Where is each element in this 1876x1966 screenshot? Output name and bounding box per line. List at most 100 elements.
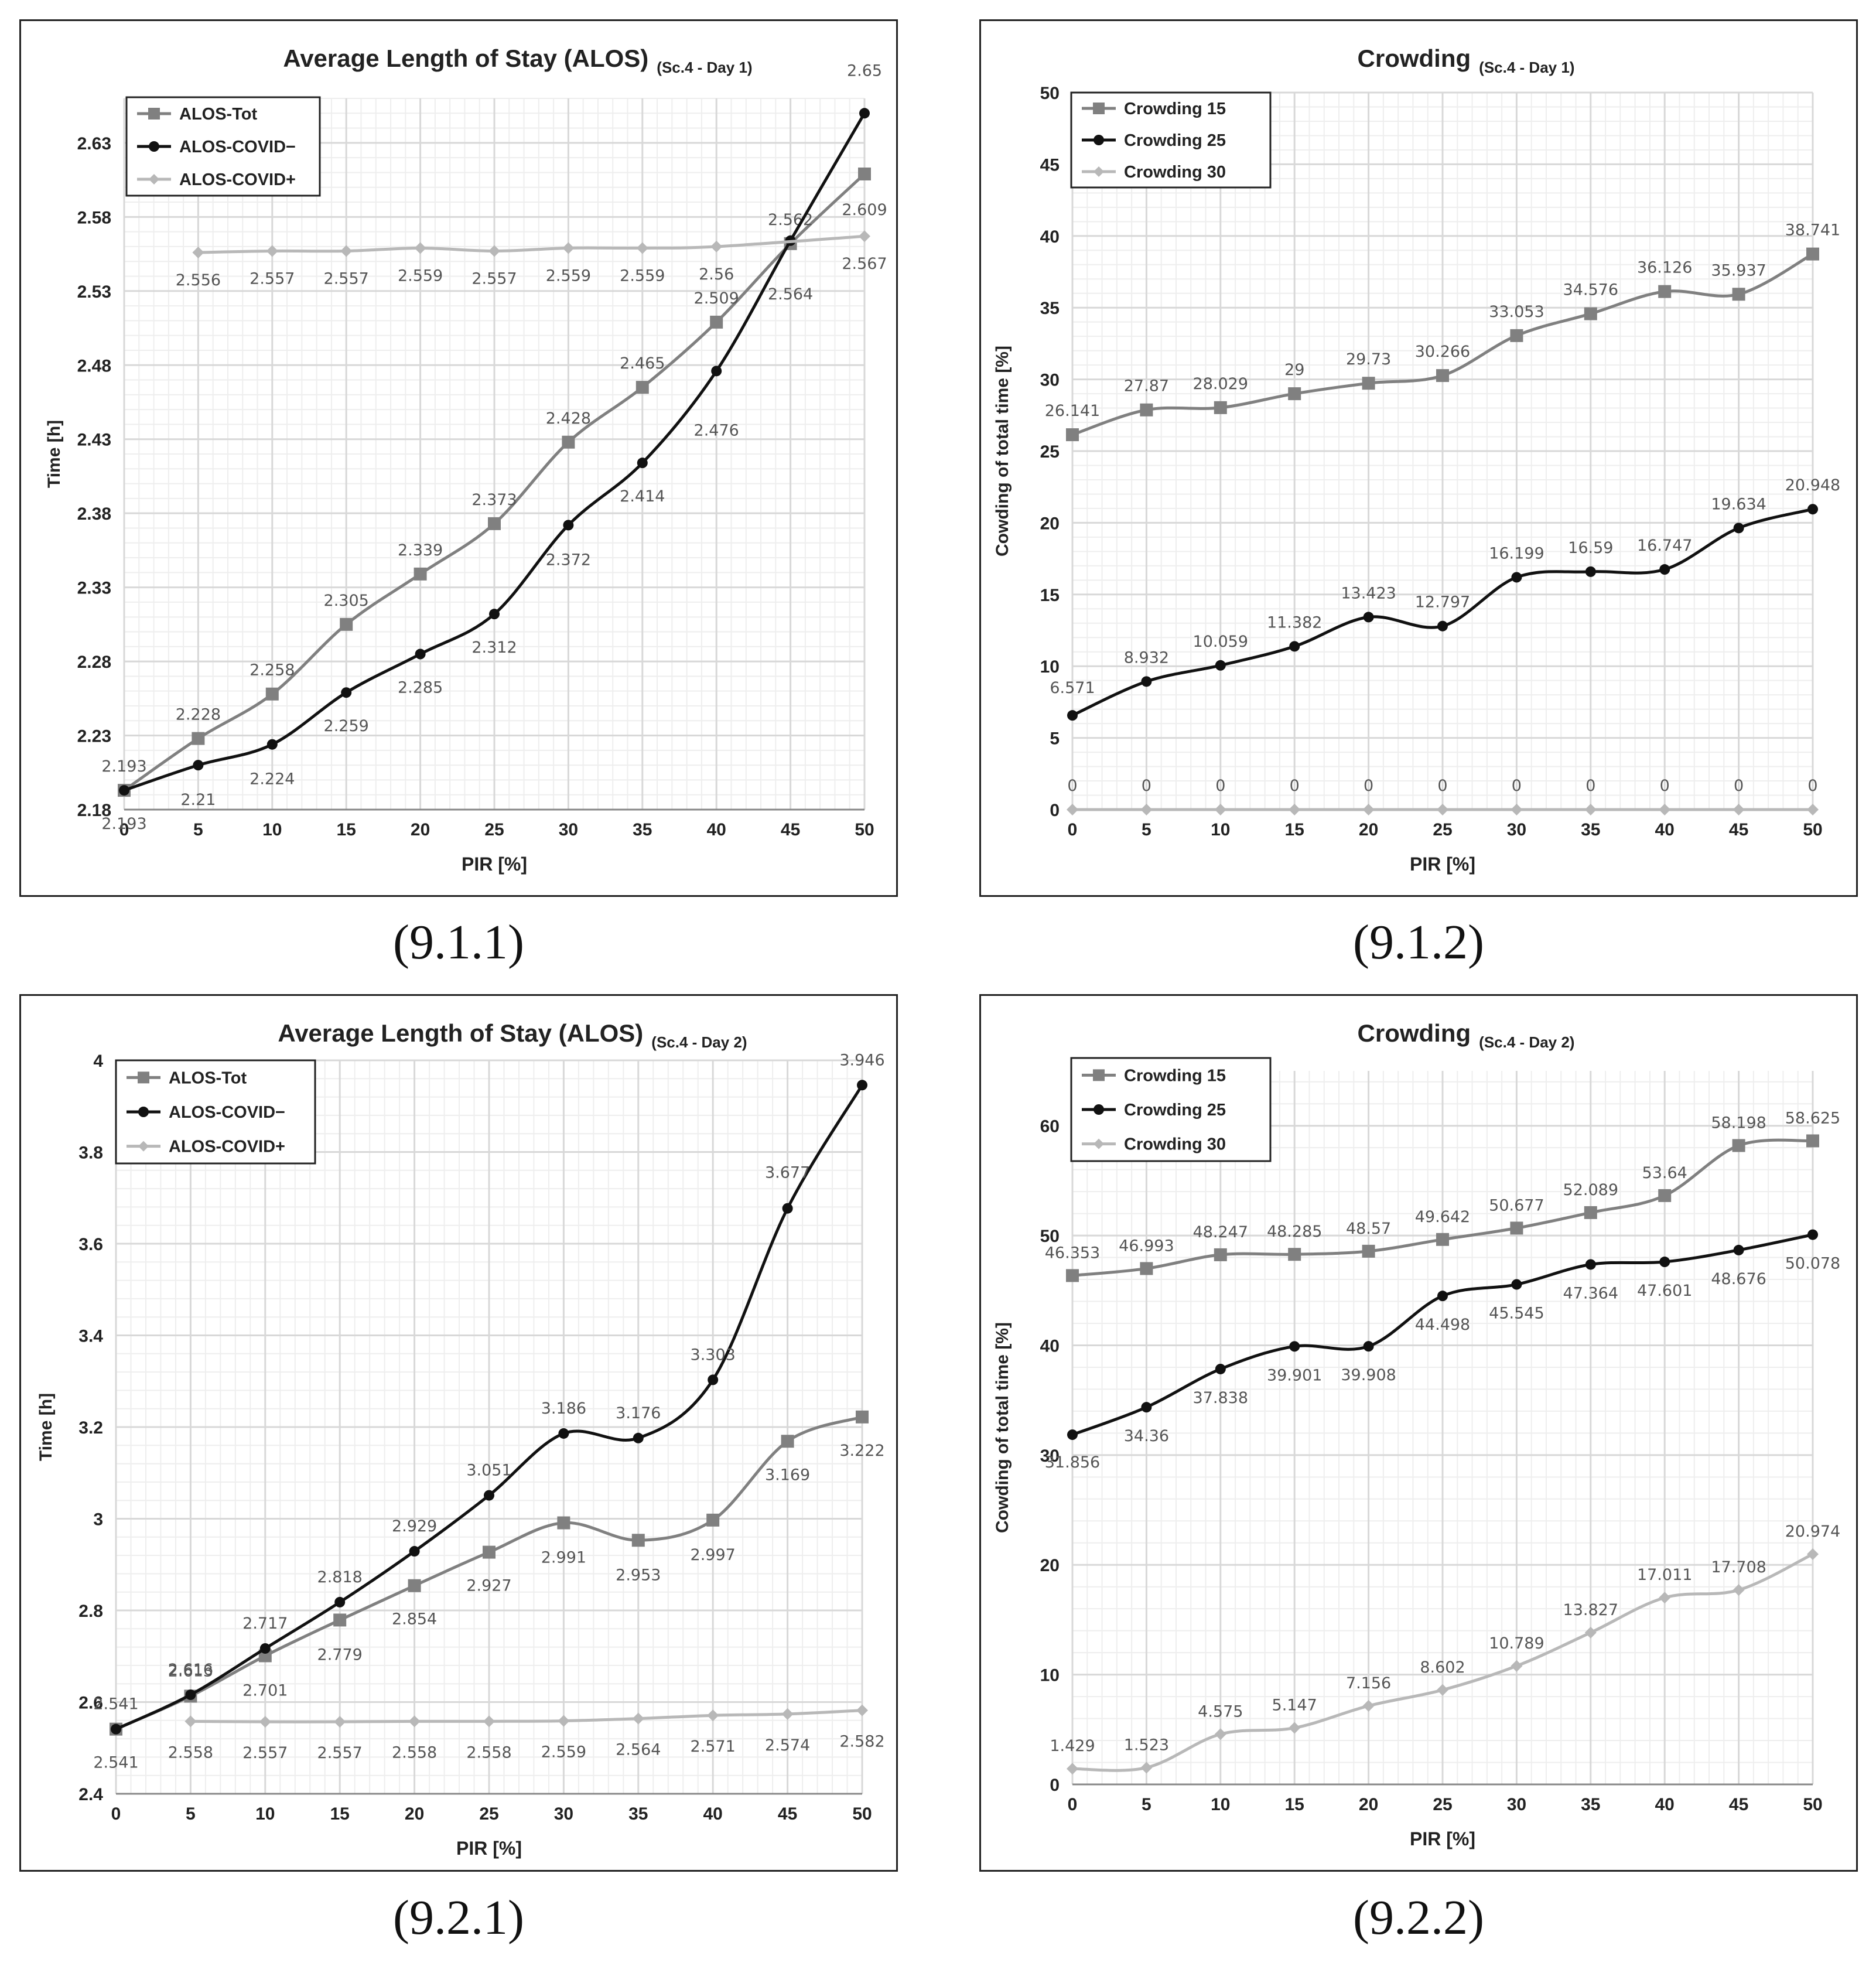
y-tick-label: 2.18 — [77, 801, 111, 820]
chart-title-main: Average Length of Stay (ALOS) — [278, 1019, 643, 1047]
data-point — [265, 687, 279, 701]
legend-item: Crowding 15 — [1082, 1066, 1226, 1085]
chart-title-main: Crowding — [1358, 45, 1471, 72]
data-label: 46.353 — [1045, 1244, 1100, 1262]
data-point — [1363, 1341, 1374, 1352]
data-label: 3.677 — [765, 1164, 810, 1182]
major-gridlines — [1071, 1071, 1814, 1786]
data-label: 36.126 — [1637, 259, 1692, 277]
y-tick-label: 3 — [93, 1510, 103, 1530]
data-label: 52.089 — [1563, 1181, 1618, 1199]
data-label: 2.558 — [168, 1743, 213, 1762]
legend-label: Crowding 15 — [1124, 1066, 1226, 1085]
legend-label: ALOS-COVID− — [179, 138, 296, 156]
data-point — [710, 315, 723, 329]
data-label: 2.779 — [317, 1646, 363, 1664]
data-label: 2.929 — [392, 1517, 437, 1535]
data-label: 31.856 — [1045, 1453, 1100, 1472]
data-point — [341, 687, 352, 698]
data-point — [1214, 1728, 1226, 1740]
y-tick-label: 20 — [1040, 1556, 1060, 1575]
data-point — [1214, 401, 1227, 414]
x-tick-label: 10 — [262, 820, 282, 839]
data-label: 2.574 — [765, 1736, 810, 1755]
x-tick-label: 45 — [778, 1804, 797, 1824]
legend-marker — [138, 1141, 149, 1152]
data-label: 2.509 — [694, 289, 739, 308]
x-tick-label: 20 — [405, 1804, 424, 1824]
chart-title: Average Length of Stay (ALOS) (Sc.4 - Day… — [283, 45, 752, 76]
data-label: 16.199 — [1489, 544, 1544, 562]
data-point — [259, 1643, 271, 1654]
figure-caption-9-2-1: (9.2.1) — [393, 1890, 524, 1945]
data-point — [1733, 1584, 1745, 1596]
data-point — [1584, 804, 1597, 815]
data-point — [1066, 428, 1079, 442]
data-point — [1067, 1763, 1078, 1775]
data-label: 0 — [1364, 777, 1373, 795]
data-point — [408, 1579, 421, 1592]
data-label: 2.541 — [93, 1754, 138, 1772]
chart-title-main: Average Length of Stay (ALOS) — [283, 45, 648, 72]
y-tick-label: 10 — [1040, 1666, 1060, 1685]
data-label: 30.266 — [1415, 343, 1470, 361]
x-tick-label: 5 — [1142, 1795, 1151, 1814]
data-label: 19.634 — [1711, 495, 1766, 513]
x-tick-label: 50 — [855, 820, 874, 839]
x-tick-label: 10 — [1211, 1795, 1230, 1814]
data-label: 2.557 — [250, 270, 295, 288]
data-label: 34.36 — [1124, 1427, 1169, 1445]
legend-item: Crowding 25 — [1082, 131, 1226, 150]
data-label: 20.948 — [1785, 476, 1840, 494]
x-tick-label: 25 — [479, 1804, 498, 1824]
data-point — [1511, 1660, 1523, 1672]
series-square: 46.353 46.993 48.247 48.285 48.57 49.642 50.67… — [1045, 1109, 1840, 1282]
data-label: 48.285 — [1267, 1223, 1322, 1241]
legend-label: Crowding 30 — [1124, 1135, 1226, 1154]
data-label: 2.564 — [768, 285, 813, 303]
x-tick-label: 25 — [1433, 1795, 1452, 1814]
data-point — [484, 1490, 494, 1501]
data-label: 37.838 — [1193, 1389, 1248, 1407]
chart-panel-crowding-day2: 0 5 10 15 20 25 30 35 40 45 50 0 10 20 30 40 50 60 Crowdin… — [979, 994, 1858, 1872]
legend-label: ALOS-Tot — [179, 105, 257, 124]
y-tick-label: 2.58 — [77, 208, 111, 227]
data-point — [185, 1689, 196, 1700]
x-tick-label: 50 — [1803, 820, 1822, 839]
y-tick-label: 4 — [93, 1052, 103, 1071]
x-tick-label: 35 — [1581, 820, 1600, 839]
y-tick-label: 2.4 — [78, 1785, 103, 1804]
data-point — [192, 732, 205, 745]
data-point — [781, 1708, 794, 1720]
data-label: 2.224 — [250, 770, 295, 789]
data-label: 0 — [1215, 777, 1225, 795]
major-gridlines — [1071, 91, 1814, 811]
data-label: 53.64 — [1642, 1164, 1687, 1182]
x-tick-label: 5 — [1142, 820, 1151, 839]
x-tick-label: 0 — [119, 820, 129, 839]
data-label: 12.797 — [1415, 593, 1470, 612]
data-label: 0 — [1807, 777, 1817, 795]
legend-label: Crowding 30 — [1124, 163, 1226, 182]
legend-marker — [149, 174, 159, 185]
data-point — [1807, 1229, 1818, 1240]
data-point — [710, 240, 723, 252]
y-tick-label: 3.6 — [78, 1235, 103, 1254]
legend-label: Crowding 25 — [1124, 1101, 1226, 1119]
data-point — [266, 245, 278, 257]
legend-label: ALOS-Tot — [169, 1069, 247, 1087]
legend: ALOS-Tot ALOS-COVID− ALOS-COVID+ — [115, 1059, 316, 1165]
data-point — [408, 1715, 421, 1728]
data-label: 2.372 — [546, 551, 591, 569]
x-tick-label: 40 — [1655, 1795, 1675, 1814]
data-label: 47.364 — [1563, 1284, 1618, 1302]
data-point — [1659, 1257, 1670, 1268]
y-tick-label: 0 — [1050, 1776, 1060, 1795]
data-point — [859, 108, 870, 119]
chart-title-main: Crowding — [1358, 1019, 1471, 1047]
y-tick-label: 2.53 — [77, 282, 111, 302]
data-point — [1214, 804, 1226, 815]
data-point — [483, 1545, 496, 1559]
y-tick-label: 50 — [1040, 1227, 1060, 1246]
data-point — [1658, 285, 1672, 298]
